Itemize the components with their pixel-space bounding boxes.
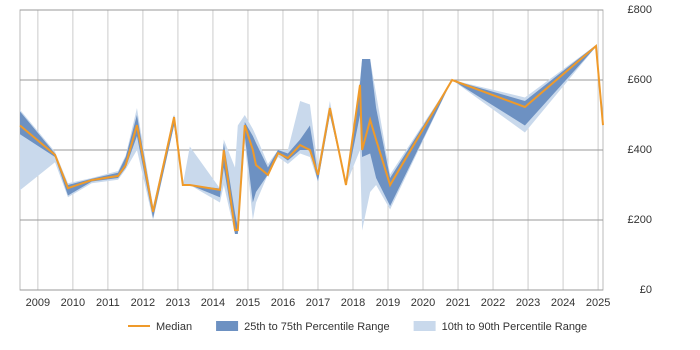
x-tick-label: 2015: [236, 297, 260, 309]
legend-label: Median: [156, 321, 192, 333]
y-tick-label: £200: [628, 214, 652, 226]
legend-swatch: [216, 321, 239, 331]
x-tick-label: 2017: [306, 297, 330, 309]
x-tick-label: 2009: [26, 297, 50, 309]
x-tick-label: 2020: [411, 297, 435, 309]
y-tick-label: £400: [628, 144, 652, 156]
x-tick-label: 2011: [96, 297, 120, 309]
x-tick-label: 2021: [446, 297, 470, 309]
x-tick-label: 2016: [271, 297, 295, 309]
x-tick-label: 2019: [376, 297, 400, 309]
x-tick-label: 2014: [201, 297, 225, 309]
y-tick-label: £0: [640, 284, 652, 296]
x-tick-label: 2010: [61, 297, 85, 309]
x-tick-label: 2018: [341, 297, 365, 309]
x-tick-label: 2024: [551, 297, 575, 309]
x-tick-label: 2013: [166, 297, 190, 309]
y-tick-label: £600: [628, 74, 652, 86]
x-tick-label: 2022: [481, 297, 505, 309]
legend-swatch: [413, 321, 436, 331]
x-tick-label: 2012: [131, 297, 155, 309]
x-tick-label: 2023: [516, 297, 540, 309]
median-line: [19, 44, 604, 232]
x-tick-label: 2025: [586, 297, 610, 309]
legend-label: 10th to 90th Percentile Range: [442, 321, 588, 333]
percentile-band: [20, 45, 603, 234]
y-tick-label: £800: [628, 4, 652, 16]
legend-label: 25th to 75th Percentile Range: [244, 321, 390, 333]
